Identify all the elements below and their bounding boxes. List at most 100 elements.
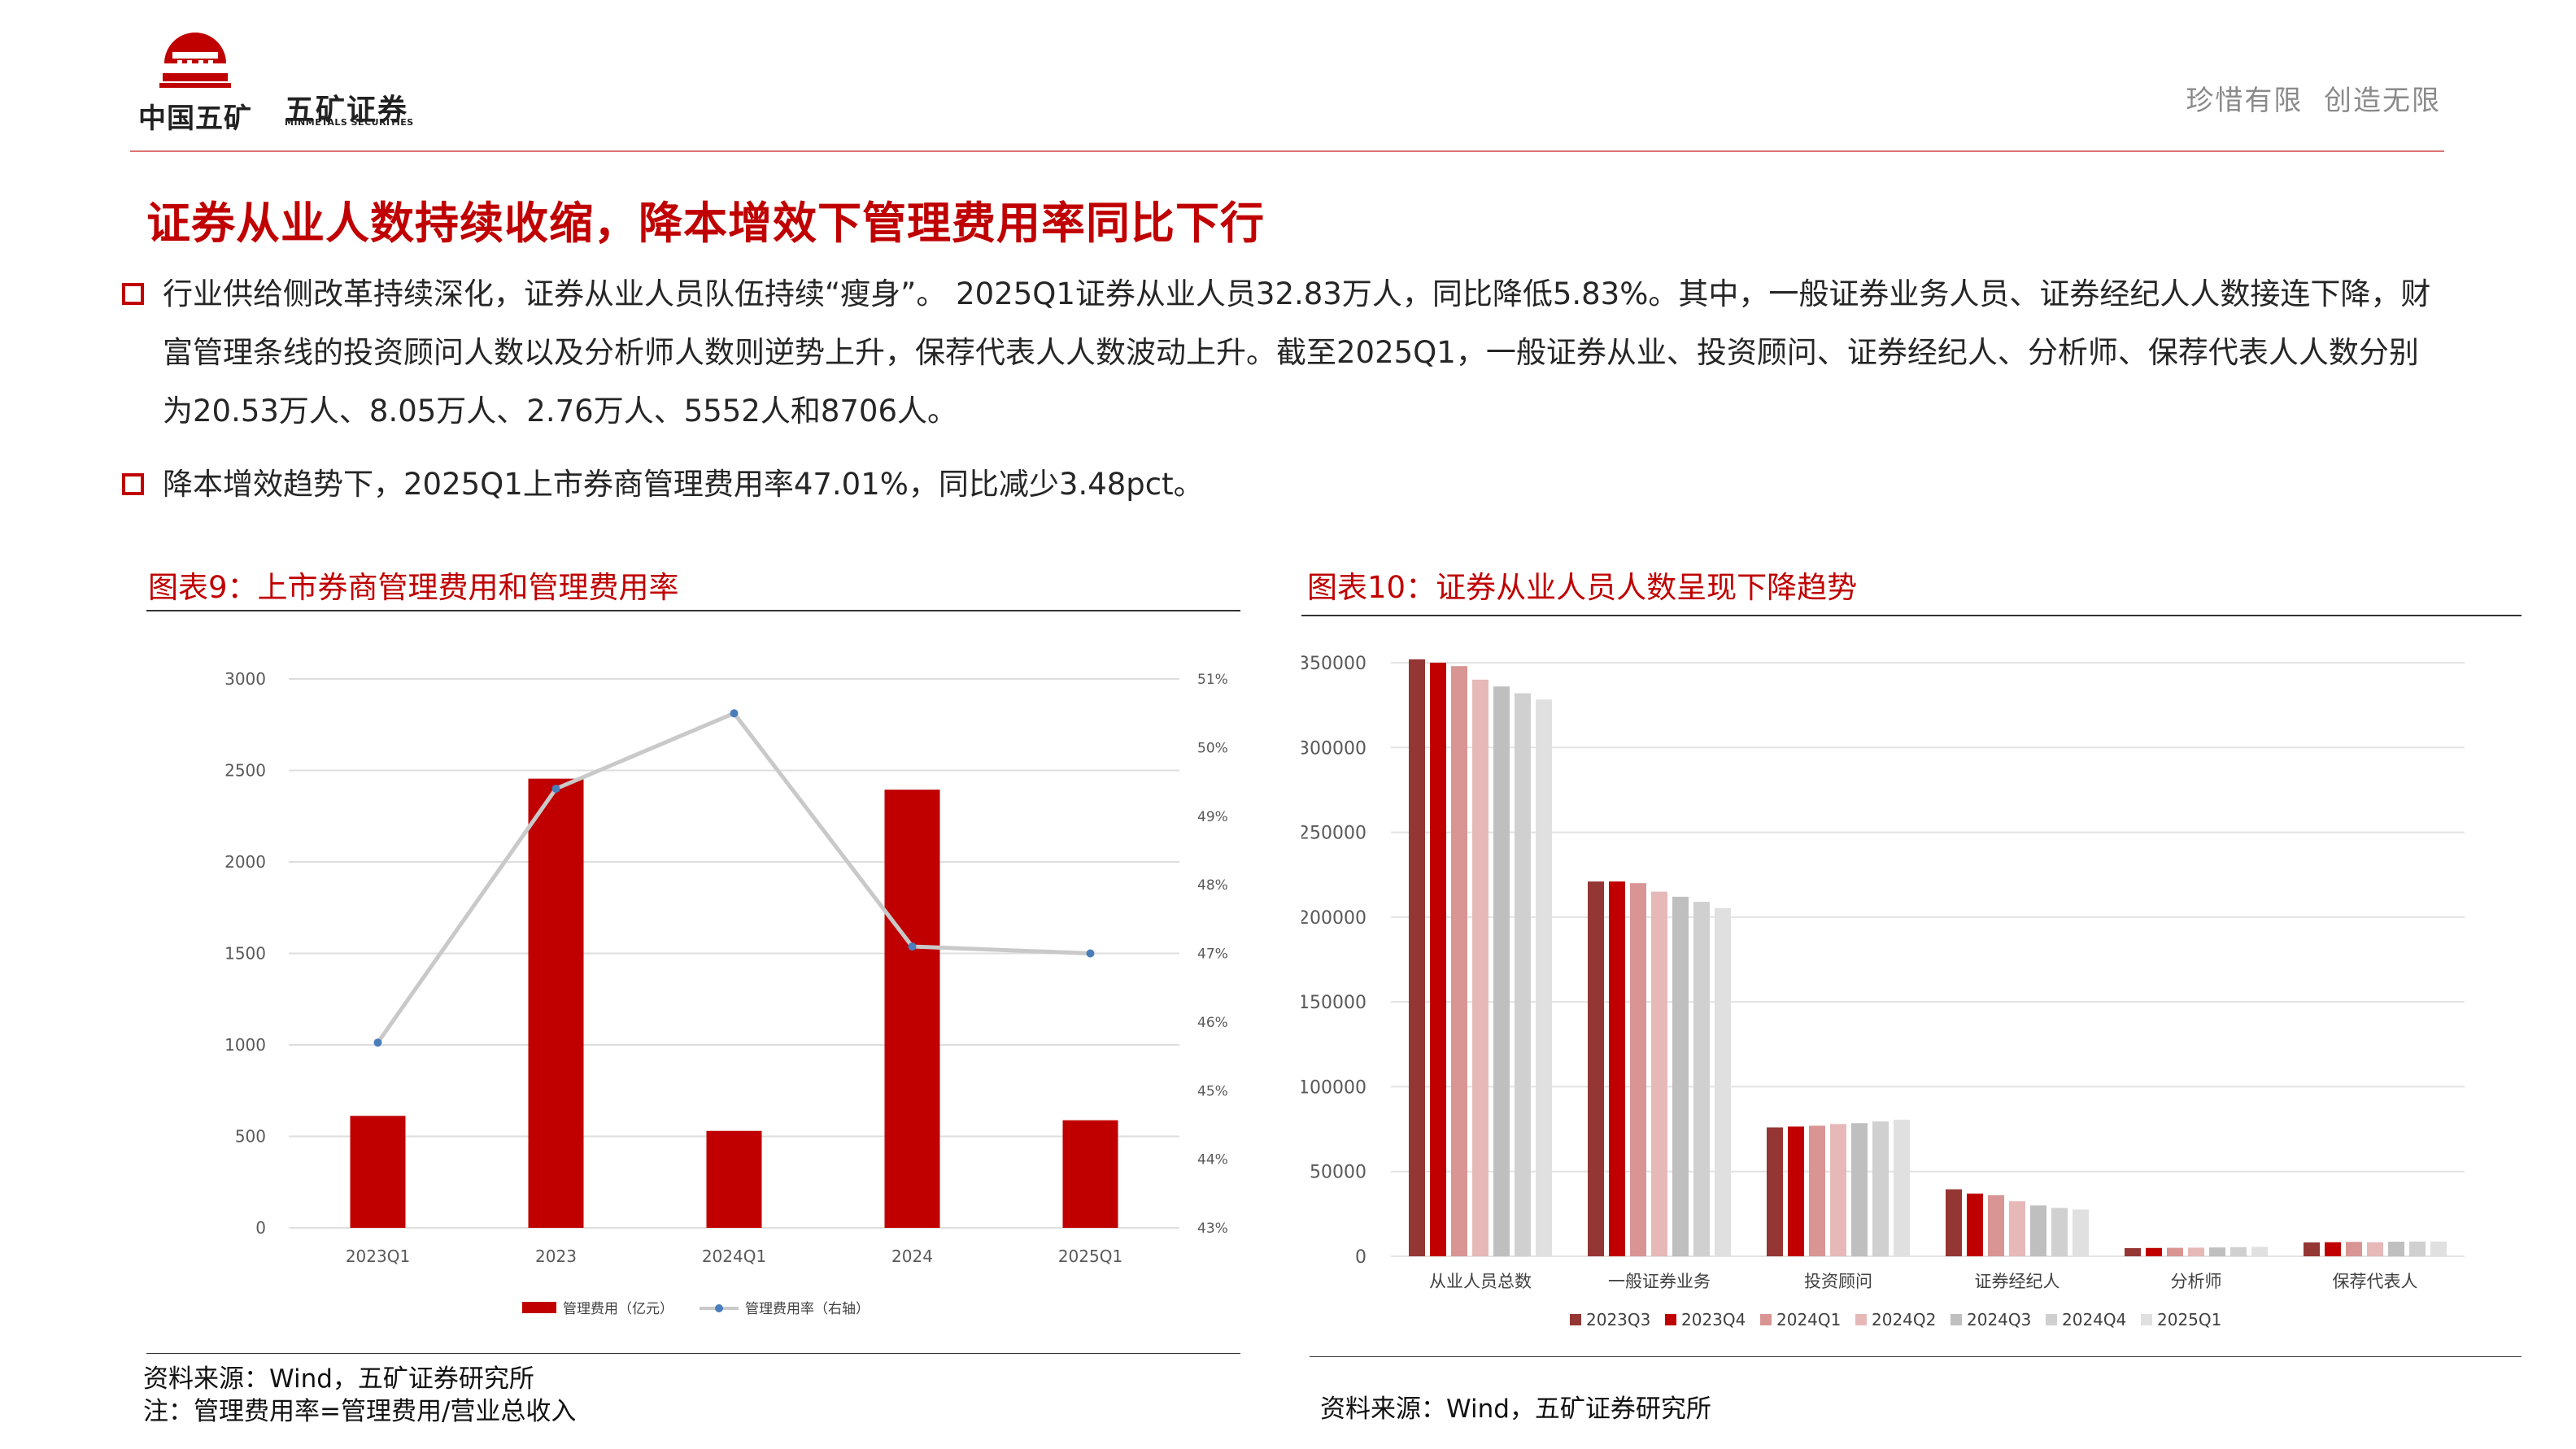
bar-expense (884, 790, 940, 1228)
y2-tick-label: 45% (1197, 1083, 1228, 1099)
page-title: 证券从业人数持续收缩，降本增效下管理费用率同比下行 (146, 198, 1265, 249)
x-tick-label: 一般证券业务 (1608, 1272, 1711, 1291)
legend-label: 2025Q1 (2157, 1310, 2221, 1329)
bar-2023Q4 (1788, 1126, 1804, 1256)
legend-swatch-2024Q3 (1951, 1314, 1962, 1325)
y2-tick-label: 48% (1197, 877, 1228, 894)
rate-point (551, 785, 560, 793)
bar-2024Q1 (2167, 1247, 2183, 1256)
bar-2023Q3 (1588, 881, 1604, 1256)
bar-expense (350, 1116, 406, 1228)
bar-2024Q4 (1515, 693, 1531, 1256)
x-tick-label: 投资顾问 (1804, 1272, 1872, 1291)
y-tick-label: 2000 (224, 852, 266, 872)
y-tick-label: 200000 (1301, 908, 1366, 929)
legend-label: 2023Q4 (1681, 1310, 1746, 1329)
bar-2024Q2 (2188, 1247, 2204, 1256)
y2-tick-label: 50% (1197, 740, 1228, 756)
y-tick-label: 500 (235, 1127, 266, 1147)
y-tick-label: 1000 (224, 1035, 266, 1055)
figure10-bottom-rule (1310, 1356, 2522, 1357)
figure9-title-rule (146, 610, 1240, 611)
bar-2024Q4 (2230, 1247, 2247, 1256)
bullet-item-1: 行业供给侧改革持续深化，证券从业人员队伍持续“瘦身”。 2025Q1证券从业人员… (122, 265, 2448, 441)
figure10-title-rule (1301, 615, 2522, 616)
brand-name: 五矿证券 (285, 94, 409, 127)
y2-tick-label: 43% (1197, 1221, 1228, 1237)
securities-practitioners-chart: 0 50000 100000 150000 200000 250000 300000 3500… (1301, 654, 2465, 1329)
legend-swatch-2023Q3 (1570, 1314, 1581, 1325)
figure9-source: 资料来源：Wind，五矿证券研究所 (143, 1364, 534, 1394)
bar-2024Q3 (1672, 896, 1689, 1256)
square-bullet-icon (122, 473, 144, 495)
bar-2023Q4 (2325, 1242, 2341, 1256)
y-tick-label: 50000 (1310, 1163, 1366, 1183)
bar-2023Q3 (1767, 1127, 1783, 1256)
legend-swatch-2025Q1 (2141, 1314, 2152, 1325)
x-tick-label: 证券经纪人 (1975, 1272, 2060, 1291)
bar-2025Q1 (1536, 699, 1552, 1256)
x-tick-label: 2025Q1 (1058, 1247, 1122, 1266)
y2-tick-label: 51% (1197, 672, 1228, 688)
figure9-title: 图表9：上市券商管理费用和管理费用率 (148, 570, 679, 605)
bar-2025Q1 (2073, 1209, 2089, 1256)
company-logo: 中国五矿 五矿证券 MINMETALS SECURITIES (130, 28, 423, 137)
bar-2023Q4 (1609, 881, 1625, 1256)
x-tick-label: 2023Q1 (346, 1247, 410, 1266)
bar-2023Q4 (1967, 1193, 1983, 1256)
bar-2024Q3 (1851, 1123, 1868, 1256)
y-tick-label: 150000 (1301, 993, 1366, 1013)
bar-2024Q1 (1630, 883, 1646, 1256)
bar-2024Q4 (2409, 1241, 2426, 1256)
bar-2023Q4 (2146, 1247, 2162, 1256)
y-tick-label: 2500 (224, 761, 266, 781)
x-tick-label: 2024 (891, 1247, 933, 1266)
bar-2025Q1 (2430, 1241, 2447, 1256)
x-tick-label: 分析师 (2171, 1272, 2222, 1291)
y-tick-label: 0 (1355, 1247, 1366, 1268)
x-tick-label: 2024Q1 (702, 1247, 766, 1266)
bar-expense (1062, 1120, 1118, 1228)
figure9-note: 注：管理费用率=管理费用/营业总收入 (143, 1397, 577, 1426)
bar-2023Q3 (1409, 659, 1425, 1256)
minmetals-emblem-icon (159, 33, 231, 88)
y-tick-label: 1500 (224, 944, 266, 964)
bar-2024Q1 (1451, 666, 1467, 1256)
legend-label: 2024Q1 (1776, 1310, 1841, 1329)
legend-swatch-2024Q1 (1760, 1314, 1772, 1325)
bar-2024Q2 (1651, 891, 1667, 1256)
y2-tick-label: 46% (1197, 1015, 1228, 1031)
slogan: 珍惜有限 创造无限 (2186, 85, 2441, 117)
bar-expense (528, 778, 584, 1228)
figure10-title: 图表10：证券从业人员人数呈现下降趋势 (1307, 570, 1858, 605)
y-tick-label: 250000 (1301, 824, 1366, 844)
bar-expense (706, 1130, 762, 1228)
x-tick-label: 2023 (535, 1247, 577, 1266)
rate-point (730, 709, 739, 718)
bar-2023Q4 (1430, 663, 1446, 1256)
bar-2023Q3 (1946, 1189, 1962, 1256)
legend-swatch-expense (522, 1302, 556, 1313)
bar-2024Q1 (1809, 1125, 1825, 1256)
y2-tick-label: 49% (1197, 809, 1228, 825)
y-tick-label: 100000 (1301, 1077, 1366, 1098)
bullet-text: 降本增效趋势下，2025Q1上市券商管理费用率47.01%，同比减少3.48pc… (163, 467, 1204, 502)
x-tick-label: 从业人员总数 (1429, 1272, 1532, 1291)
bar-2024Q3 (2388, 1242, 2404, 1256)
y2-tick-label: 47% (1197, 946, 1228, 963)
y-tick-label: 3000 (224, 669, 266, 689)
rate-point (1086, 949, 1095, 958)
bar-2023Q3 (2304, 1242, 2320, 1256)
bar-2024Q2 (2367, 1242, 2383, 1256)
bar-2024Q2 (1830, 1124, 1846, 1256)
legend-label: 2024Q4 (2062, 1310, 2126, 1329)
square-bullet-icon (122, 283, 144, 305)
y-tick-label: 0 (255, 1218, 266, 1238)
y-tick-label: 350000 (1301, 654, 1366, 674)
bullet-item-2: 降本增效趋势下，2025Q1上市券商管理费用率47.01%，同比减少3.48pc… (122, 455, 2448, 514)
bar-2025Q1 (1715, 907, 1731, 1256)
bar-2024Q2 (1472, 679, 1489, 1256)
legend-label: 2024Q2 (1872, 1310, 1936, 1329)
legend-label-expense: 管理费用（亿元） (563, 1301, 673, 1317)
figure9-bottom-rule (146, 1353, 1240, 1354)
